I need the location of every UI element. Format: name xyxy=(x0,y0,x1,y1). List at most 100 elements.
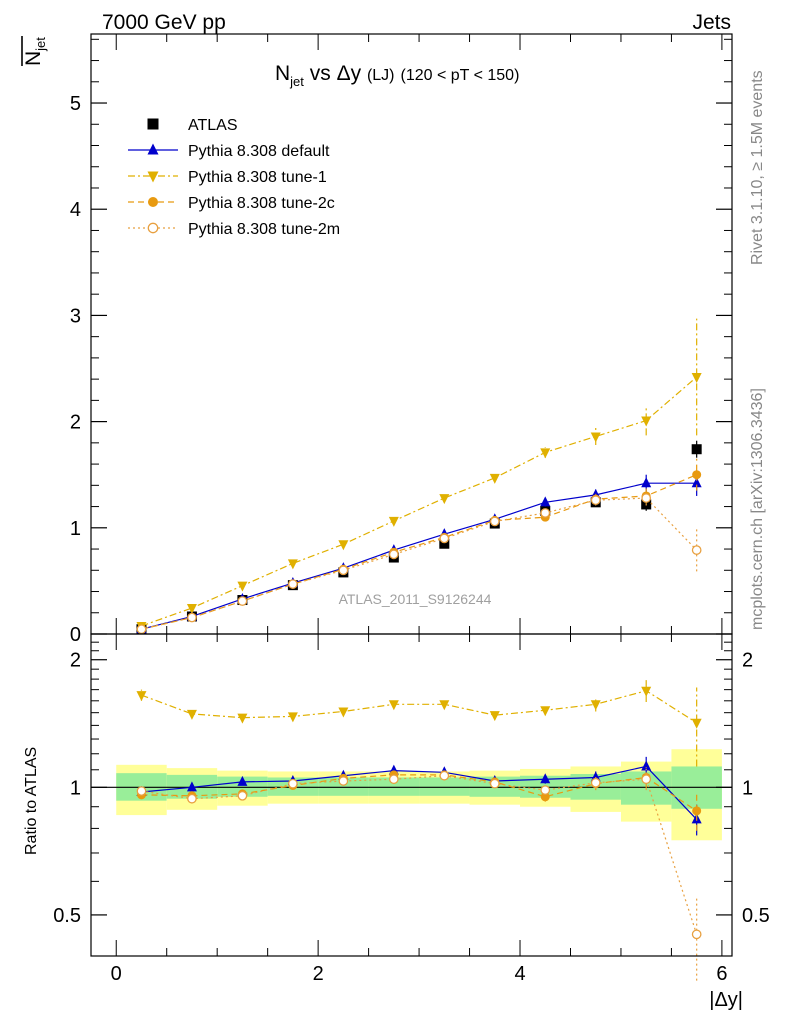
main-point xyxy=(136,624,147,635)
legend-label-tune2m: Pythia 8.308 tune-2m xyxy=(188,221,340,238)
ratio-series-line xyxy=(141,774,698,812)
ratio-point xyxy=(186,781,197,792)
ratio-y-tick-label-right: 1 xyxy=(742,777,753,799)
title-paren2: (120 < pT < 150) xyxy=(401,67,520,84)
ratio-point xyxy=(641,760,652,771)
ratio-y-axis-label: Ratio to ATLAS xyxy=(23,747,40,855)
ratio-series-line xyxy=(141,765,698,820)
main-point xyxy=(590,432,601,443)
main-point xyxy=(237,596,248,606)
main-point xyxy=(187,612,197,623)
main-point xyxy=(288,579,298,589)
x-axis-label: |Δy| xyxy=(709,989,743,1011)
main-point xyxy=(489,516,500,527)
ratio-y-tick-label-right: 0.5 xyxy=(742,905,770,927)
ratio-point xyxy=(388,700,399,711)
ratio-panel: 0.5 0.5 1 1 2 2 0 2 4 6 Ratio to ATLAS |Δy| xyxy=(23,633,770,1011)
main-point xyxy=(641,477,652,488)
ratio-point xyxy=(186,709,197,720)
main-y-tick-label: 2 xyxy=(70,412,81,434)
ratio-band-inner xyxy=(368,777,420,796)
ratio-point xyxy=(692,806,702,816)
legend-label-tune1: Pythia 8.308 tune-1 xyxy=(188,169,327,186)
main-point xyxy=(237,581,248,592)
analysis-watermark: ATLAS_2011_S9126244 xyxy=(339,591,492,607)
main-series-2 xyxy=(136,318,702,633)
main-y-axis-label: Njet xyxy=(21,36,48,66)
legend-marker xyxy=(147,143,159,155)
main-y-tick-label: 4 xyxy=(70,199,81,221)
main-point xyxy=(338,565,349,576)
header-jets-label: Jets xyxy=(692,11,731,34)
ratio-point xyxy=(287,712,298,723)
ratio-point xyxy=(691,929,702,940)
x-tick-label: 6 xyxy=(716,963,727,985)
ratio-point xyxy=(439,770,450,781)
main-y-tick-label: 1 xyxy=(70,518,81,540)
ratio-point xyxy=(288,778,298,789)
ratio-point xyxy=(641,686,652,697)
main-point xyxy=(388,516,399,527)
ratio-point xyxy=(187,793,197,804)
main-point xyxy=(540,448,551,459)
main-point xyxy=(489,473,500,484)
main-point xyxy=(388,549,399,560)
main-point xyxy=(692,470,702,480)
ratio-y-tick-label-right: 2 xyxy=(742,650,753,672)
legend-marker xyxy=(147,222,159,234)
legend-marker xyxy=(147,118,159,130)
ratio-y-tick-label: 2 xyxy=(70,650,81,672)
ratio-point xyxy=(590,777,601,788)
legend: ATLAS Pythia 8.308 default Pythia 8.308 … xyxy=(128,117,340,238)
title-n: N xyxy=(275,62,290,85)
legend-marker xyxy=(147,171,159,183)
rivet-side-label: Rivet 3.1.10, ≥ 1.5M events xyxy=(749,70,766,265)
main-series-3 xyxy=(136,458,702,634)
main-series-4 xyxy=(136,490,702,635)
main-series-line xyxy=(141,474,697,630)
legend-marker xyxy=(148,197,158,207)
ratio-y-tick-label: 0.5 xyxy=(53,905,81,927)
ratio-point xyxy=(237,713,248,724)
legend-label-atlas: ATLAS xyxy=(188,117,238,134)
ratio-series-3 xyxy=(136,768,702,981)
ratio-y-tick-label: 1 xyxy=(70,777,81,799)
main-chart-title: Njet vs Δy (LJ) (120 < pT < 150) xyxy=(275,62,519,89)
ratio-plot-frame xyxy=(90,633,733,957)
ratio-point xyxy=(540,785,551,795)
ratio-point xyxy=(237,790,248,801)
legend-label-default: Pythia 8.308 default xyxy=(188,143,330,160)
legend-label-tune2c: Pythia 8.308 tune-2c xyxy=(188,195,335,212)
main-y-tick-label: 3 xyxy=(70,305,81,327)
main-point xyxy=(691,545,702,555)
ratio-point xyxy=(489,711,500,722)
main-point xyxy=(691,477,702,488)
main-point xyxy=(439,494,450,505)
x-tick-label: 2 xyxy=(313,963,324,985)
main-point xyxy=(439,538,450,549)
main-point xyxy=(186,603,197,614)
main-point xyxy=(641,416,652,427)
ratio-point xyxy=(641,774,652,785)
ratio-point xyxy=(338,707,349,718)
ratio-point xyxy=(388,774,399,785)
main-series-line xyxy=(141,482,697,630)
x-tick-label: 4 xyxy=(514,963,525,985)
main-point xyxy=(439,533,450,544)
main-point xyxy=(691,444,702,455)
ratio-band-inner xyxy=(419,777,470,796)
ratio-point xyxy=(540,773,551,784)
main-series-1 xyxy=(136,470,702,634)
svg-text:Njet: Njet xyxy=(22,37,48,66)
ratio-series-1 xyxy=(136,680,702,767)
ratio-point xyxy=(136,786,147,796)
mcplots-side-label: mcplots.cern.ch [arXiv:1306.3436] xyxy=(749,388,766,630)
main-y-tick-label: 5 xyxy=(70,93,81,115)
header-energy-label: 7000 GeV pp xyxy=(102,11,226,34)
ratio-point xyxy=(691,718,702,729)
title-paren1: (LJ) xyxy=(367,67,395,84)
title-mid: vs Δy xyxy=(304,62,367,85)
main-series-line xyxy=(141,376,698,627)
ratio-point xyxy=(540,706,551,717)
